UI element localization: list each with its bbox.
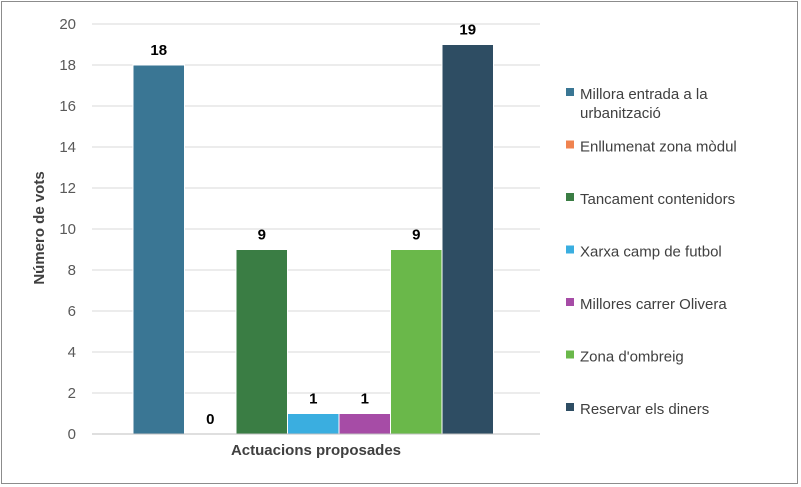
data-label: 9	[412, 227, 420, 244]
legend-swatch	[566, 140, 574, 149]
bar	[132, 64, 185, 435]
legend-label: Xarxa camp de futbol	[580, 244, 722, 261]
legend-swatch	[566, 298, 574, 306]
legend-swatch	[566, 245, 574, 254]
x-axis-title: Actuacions proposades	[231, 442, 401, 459]
legend-label: Zona d'ombreig	[580, 349, 684, 366]
y-tick-label: 18	[59, 57, 76, 74]
legend: Millora entrada a la urbanització Enllumen…	[566, 86, 737, 418]
y-tick-label: 20	[59, 16, 76, 33]
data-label: 1	[361, 391, 369, 408]
legend-label: Tancament contenidors	[580, 191, 735, 208]
bars	[132, 44, 494, 435]
data-label: 18	[150, 42, 167, 59]
legend-swatch	[566, 88, 574, 96]
y-tick-label: 0	[68, 426, 76, 443]
legend-swatch	[566, 350, 574, 359]
legend-label: Millora entrada a la urbanització	[580, 86, 708, 122]
data-label: 9	[258, 227, 266, 244]
y-tick-label: 8	[68, 262, 76, 279]
y-tick-label: 4	[68, 344, 76, 361]
y-tick-label: 6	[68, 303, 76, 320]
legend-swatch	[566, 193, 574, 201]
bar	[338, 413, 391, 435]
data-label: 0	[206, 411, 214, 428]
y-tick-label: 12	[59, 180, 76, 197]
data-label: 19	[459, 22, 476, 39]
y-tick-label: 16	[59, 98, 76, 115]
y-tick-label: 14	[59, 139, 76, 156]
legend-swatch	[566, 403, 574, 411]
bar	[390, 249, 443, 435]
legend-label: Reservar els diners	[580, 401, 709, 418]
y-tick-label: 10	[59, 221, 76, 238]
data-label: 1	[309, 391, 317, 408]
legend-label: Enllumenat zona mòdul	[580, 139, 737, 156]
legend-label: Millores carrer Olivera	[580, 296, 727, 313]
bar	[235, 249, 288, 435]
y-axis-title: Número de vots	[31, 171, 48, 284]
bar	[441, 44, 494, 435]
bar	[287, 413, 340, 435]
y-tick-label: 2	[68, 385, 76, 402]
y-axis-ticks: 0 2 4 6 8 10 12 14 16 18 20	[59, 16, 76, 443]
